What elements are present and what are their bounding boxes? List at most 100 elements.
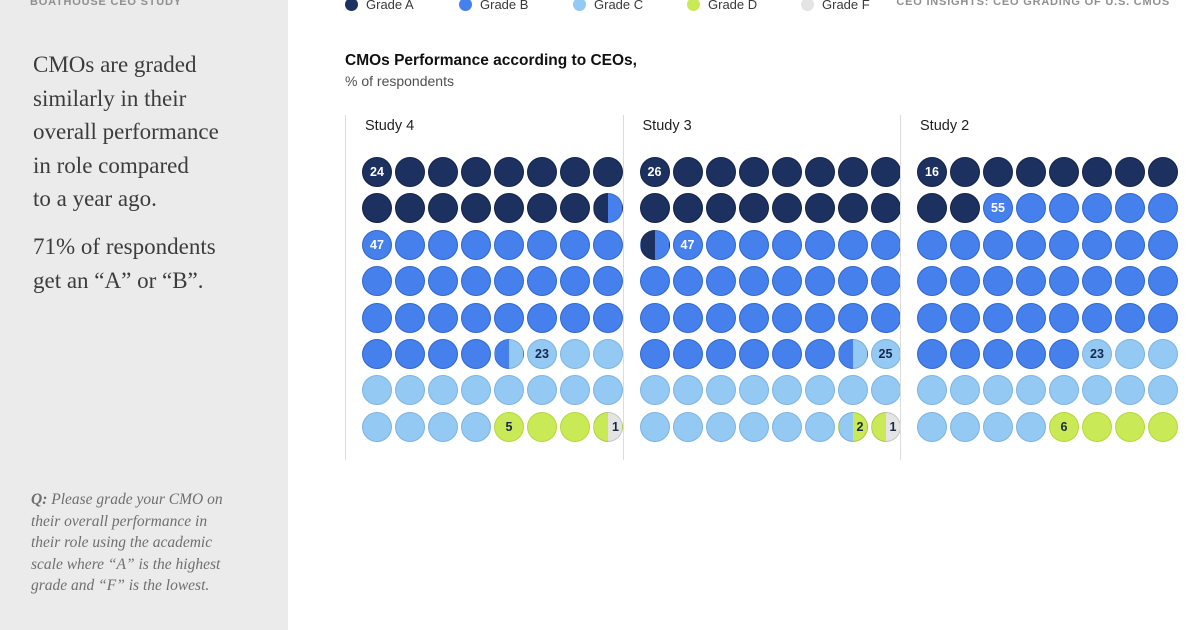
waffle-dot-c [362,411,392,442]
sidebar: BOATHOUSE CEO STUDY CMOs are graded simi… [0,0,288,630]
waffle-dot-value: 25 [878,346,893,361]
waffle-dot-c [494,375,524,406]
waffle-dot-b [1115,302,1145,333]
waffle-dot-a: 16 [917,157,947,187]
legend-dot-grade-c-icon [573,0,586,11]
waffle-dot-value: 1 [889,419,897,434]
waffle-dot-b [1082,229,1112,260]
waffle-dot-c [428,375,458,406]
page-eyebrow: CEO INSIGHTS: CEO GRADING OF U.S. CMOs [896,0,1170,8]
waffle-dot-b [1049,302,1079,333]
waffle-dot-d: 5 [494,411,524,442]
waffle-dot-a [428,157,458,187]
waffle-dot-c [593,339,623,369]
waffle-dot-c [672,411,703,442]
waffle-dot-b [771,302,802,333]
waffle-dot-a [1082,157,1112,187]
waffle-dot-b [593,302,623,333]
waffle-dot-c [1082,375,1112,406]
waffle-dot-b [527,266,557,297]
waffle-dot-b [738,302,769,333]
waffle-dot-a [494,157,524,187]
waffle-dot-b [1115,193,1145,224]
question-prefix: Q: [31,491,48,508]
study-panels: Study 4 24 47 23 5 1 Study 3 26 47 25 2 1 Study 2 16 5… [345,115,1178,460]
waffle-dot-b [983,266,1013,297]
waffle-dot-b [639,339,670,369]
waffle-dot-a [461,193,491,224]
waffle-dot-c [705,375,736,406]
question-text: Please grade your CMO on their overall p… [31,491,223,594]
waffle-dot-c [395,375,425,406]
waffle-dot-b [672,266,703,297]
waffle-dot-b-c [494,339,524,369]
waffle-dot-b [1049,193,1079,224]
waffle-dot-b [593,266,623,297]
waffle-dot-d [1115,411,1145,442]
waffle-dot-a [950,157,980,187]
waffle-dot-c [771,375,802,406]
waffle-dot-a [362,193,392,224]
waffle-dot-a [771,157,802,187]
waffle-dot-value: 26 [647,164,662,179]
waffle-dot-a [870,193,901,224]
waffle-dot-c [527,375,557,406]
waffle-dot-value: 47 [680,237,695,252]
waffle-dot-c [950,375,980,406]
waffle-dot-c [395,411,425,442]
waffle-dot-c [705,411,736,442]
waffle-dot-b [917,302,947,333]
legend-dot-grade-a-icon [345,0,358,11]
waffle-dot-c [560,339,590,369]
sidebar-headline: CMOs are graded similarly in their overa… [33,52,219,211]
waffle-dot-value: 23 [1090,346,1104,361]
waffle-dot-value: 55 [991,201,1005,216]
waffle-dot-c [461,411,491,442]
legend: Grade A Grade B Grade C Grade D Grade F [345,0,915,13]
waffle-dot-b [527,302,557,333]
legend-dot-grade-d-icon [687,0,700,11]
waffle-dot-b [560,229,590,260]
waffle-dot-b [950,229,980,260]
waffle-dot-b: 47 [362,229,392,260]
waffle-dot-c [738,375,769,406]
waffle-dot-c [983,411,1013,442]
study-panel-title: Study 2 [920,118,970,134]
waffle-dot-b [639,302,670,333]
waffle-dot-a [639,193,670,224]
waffle-dot-a [1049,157,1079,187]
waffle-dot-value: 47 [370,237,384,252]
waffle-dot-b [837,266,868,297]
waffle-dot-value: 1 [612,419,619,434]
waffle-dot-a-b [593,193,623,224]
waffle-dot-b [804,302,835,333]
waffle-dot-b [1148,266,1178,297]
waffle-dot-c [738,411,769,442]
legend-dot-grade-b-icon [459,0,472,11]
waffle-dot-b [428,229,458,260]
waffle-dot-b: 55 [983,193,1013,224]
sidebar-stat: 71% of respondents get an “A” or “B”. [33,234,216,293]
legend-label-grade-a: Grade A [366,0,414,12]
waffle-dot-b [428,266,458,297]
waffle-dot-b [837,302,868,333]
waffle-dot-c [461,375,491,406]
waffle-dot-a [1115,157,1145,187]
waffle-dot-b [1049,229,1079,260]
waffle-dot-b [494,266,524,297]
waffle-dot-c [1049,375,1079,406]
waffle-dot-c [870,375,901,406]
waffle-dot-b [395,302,425,333]
waffle-dot-c [593,375,623,406]
waffle-dot-d [1148,411,1178,442]
study-panel-study-3: Study 3 26 47 25 2 1 [622,115,901,460]
waffle-dot-c [1016,375,1046,406]
legend-dot-grade-f-icon [801,0,814,11]
waffle-dot-c [362,375,392,406]
waffle-dot-b [1148,193,1178,224]
waffle-dot-c-d: 2 [837,411,868,442]
waffle-dot-b [917,339,947,369]
waffle-dot-a [738,193,769,224]
waffle-dot-c [837,375,868,406]
waffle-dot-c [1148,339,1178,369]
